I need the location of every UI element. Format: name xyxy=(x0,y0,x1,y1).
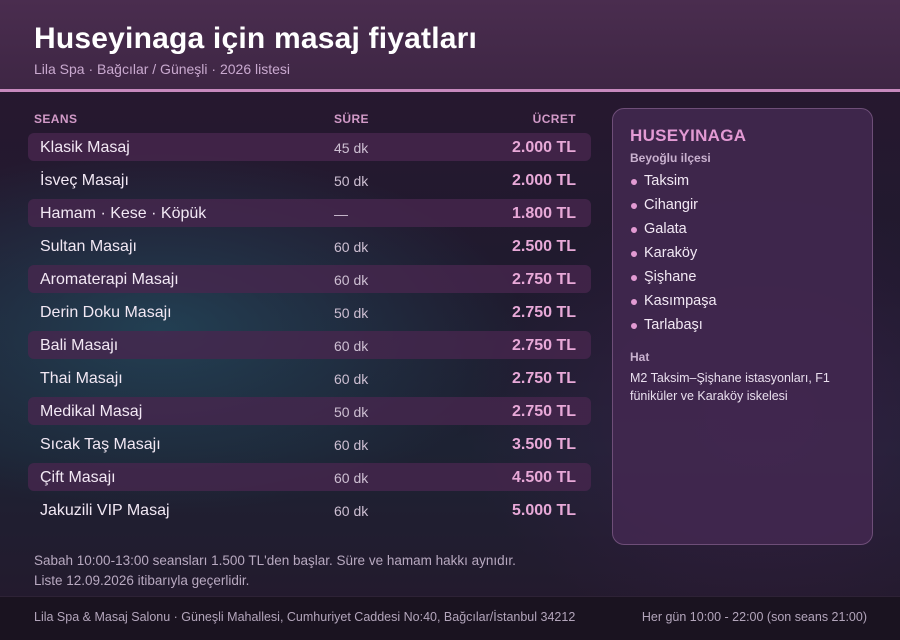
session-price: 2.750 TL xyxy=(511,271,576,288)
table-row: Klasik Masaj 45 dk 2.000 TL xyxy=(28,131,592,164)
bullet-dot-icon xyxy=(631,227,637,233)
neighborhood-item: Galata xyxy=(630,219,717,243)
table-row: Çift Masajı 60 dk 4.500 TL xyxy=(28,461,592,494)
panel-district: Beyoğlu ilçesi xyxy=(630,151,711,165)
session-name: Hamam · Kese · Köpük xyxy=(40,205,207,222)
bullet-dot-icon xyxy=(631,179,637,185)
table-row: Thai Masajı 60 dk 2.750 TL xyxy=(28,362,592,395)
page-footer: Lila Spa & Masaj Salonu · Güneşli Mahall… xyxy=(0,596,900,640)
row-background xyxy=(28,199,591,227)
row-background xyxy=(28,133,591,161)
session-name: Aromaterapi Masajı xyxy=(40,271,179,288)
row-background xyxy=(28,331,591,359)
session-duration: 60 dk xyxy=(334,437,369,453)
neighborhood-name: Kasımpaşa xyxy=(644,293,717,309)
bullet-dot-icon xyxy=(631,251,637,257)
neighborhood-item: Tarlabaşı xyxy=(630,315,717,339)
neighborhood-item: Taksim xyxy=(630,171,717,195)
footer-hours: Her gün 10:00 - 22:00 (son seans 21:00) xyxy=(641,610,867,624)
session-name: Sıcak Taş Masajı xyxy=(40,436,161,453)
neighborhood-item: Kasımpaşa xyxy=(630,291,717,315)
session-duration: — xyxy=(334,206,348,222)
session-name: Çift Masajı xyxy=(40,469,116,486)
session-price: 4.500 TL xyxy=(511,469,576,486)
session-price: 1.800 TL xyxy=(511,205,576,222)
session-price: 2.000 TL xyxy=(511,139,576,156)
neighborhood-name: Taksim xyxy=(644,173,690,189)
session-name: Bali Masajı xyxy=(40,337,119,354)
session-duration: 60 dk xyxy=(334,503,369,519)
session-duration: 60 dk xyxy=(334,338,369,354)
bullet-dot-icon xyxy=(631,323,637,329)
note-line-validity: Liste 12.09.2026 itibarıyla geçerlidir. xyxy=(34,573,250,588)
session-name: Medikal Masaj xyxy=(40,403,143,420)
session-duration: 50 dk xyxy=(334,305,369,321)
neighborhood-item: Cihangir xyxy=(630,195,717,219)
table-body: Klasik Masaj 45 dk 2.000 TL İsveç Masajı 50 … xyxy=(28,131,592,527)
page-header: Huseyinaga için masaj fiyatları Lila Spa… xyxy=(0,0,900,92)
panel-title: HUSEYINAGA xyxy=(630,126,747,145)
neighborhood-name: Şişhane xyxy=(644,269,697,285)
session-name: Thai Masajı xyxy=(40,370,123,387)
row-background xyxy=(28,265,591,293)
neighborhood-name: Tarlabaşı xyxy=(644,317,703,333)
table-header: SEANS SÜRE ÜCRET xyxy=(28,106,592,131)
table-row: Bali Masajı 60 dk 2.750 TL xyxy=(28,329,592,362)
session-price: 5.000 TL xyxy=(511,502,576,519)
session-price: 2.750 TL xyxy=(511,403,576,420)
page-subtitle: Lila Spa · Bağcılar / Güneşli · 2026 lis… xyxy=(34,61,291,77)
table-row: Jakuzili VIP Masaj 60 dk 5.000 TL xyxy=(28,494,592,527)
bullet-dot-icon xyxy=(631,275,637,281)
page-title: Huseyinaga için masaj fiyatları xyxy=(34,22,478,55)
table-row: İsveç Masajı 50 dk 2.000 TL xyxy=(28,164,592,197)
table-row: Hamam · Kese · Köpük — 1.800 TL xyxy=(28,197,592,230)
session-price: 2.750 TL xyxy=(511,304,576,321)
session-name: Sultan Masajı xyxy=(40,238,137,255)
session-name: Derin Doku Masajı xyxy=(40,304,172,321)
session-name: İsveç Masajı xyxy=(40,172,129,189)
session-name: Jakuzili VIP Masaj xyxy=(40,502,170,519)
session-price: 2.500 TL xyxy=(511,238,576,255)
column-header-session: SEANS xyxy=(34,112,78,126)
session-duration: 60 dk xyxy=(334,272,369,288)
neighborhood-list: Taksim Cihangir Galata Karaköy Şişhane Kasımp… xyxy=(630,171,717,339)
price-table: SEANS SÜRE ÜCRET Klasik Masaj 45 dk 2.000 … xyxy=(28,106,592,527)
transit-text: M2 Taksim–Şişhane istasyonları, F1 fünik… xyxy=(630,371,830,403)
neighborhood-name: Galata xyxy=(644,221,687,237)
pricing-note: Sabah 10:00-13:00 seansları 1.500 TL'den… xyxy=(34,551,594,591)
session-duration: 50 dk xyxy=(334,173,369,189)
session-duration: 50 dk xyxy=(334,404,369,420)
session-duration: 45 dk xyxy=(334,140,369,156)
row-background xyxy=(28,397,591,425)
neighborhood-item: Şişhane xyxy=(630,267,717,291)
table-row: Medikal Masaj 50 dk 2.750 TL xyxy=(28,395,592,428)
neighborhood-name: Karaköy xyxy=(644,245,698,261)
session-duration: 60 dk xyxy=(334,239,369,255)
session-price: 2.750 TL xyxy=(511,370,576,387)
bullet-dot-icon xyxy=(631,299,637,305)
footer-address: Lila Spa & Masaj Salonu · Güneşli Mahall… xyxy=(34,610,576,624)
bullet-dot-icon xyxy=(631,203,637,209)
column-header-duration: SÜRE xyxy=(334,112,369,126)
session-duration: 60 dk xyxy=(334,470,369,486)
table-row: Sultan Masajı 60 dk 2.500 TL xyxy=(28,230,592,263)
row-background xyxy=(28,463,591,491)
neighborhood-item: Karaköy xyxy=(630,243,717,267)
transit-label: Hat xyxy=(630,350,650,364)
session-name: Klasik Masaj xyxy=(40,139,130,156)
session-price: 2.750 TL xyxy=(511,337,576,354)
table-row: Derin Doku Masajı 50 dk 2.750 TL xyxy=(28,296,592,329)
neighborhood-panel: HUSEYINAGA Beyoğlu ilçesi Taksim Cihangir… xyxy=(612,108,873,545)
session-price: 2.000 TL xyxy=(511,172,576,189)
session-price: 3.500 TL xyxy=(511,436,576,453)
table-row: Aromaterapi Masajı 60 dk 2.750 TL xyxy=(28,263,592,296)
neighborhood-name: Cihangir xyxy=(644,197,698,213)
note-line-morning: Sabah 10:00-13:00 seansları 1.500 TL'den… xyxy=(34,553,516,568)
table-row: Sıcak Taş Masajı 60 dk 3.500 TL xyxy=(28,428,592,461)
column-header-price: ÜCRET xyxy=(532,112,576,126)
session-duration: 60 dk xyxy=(334,371,369,387)
